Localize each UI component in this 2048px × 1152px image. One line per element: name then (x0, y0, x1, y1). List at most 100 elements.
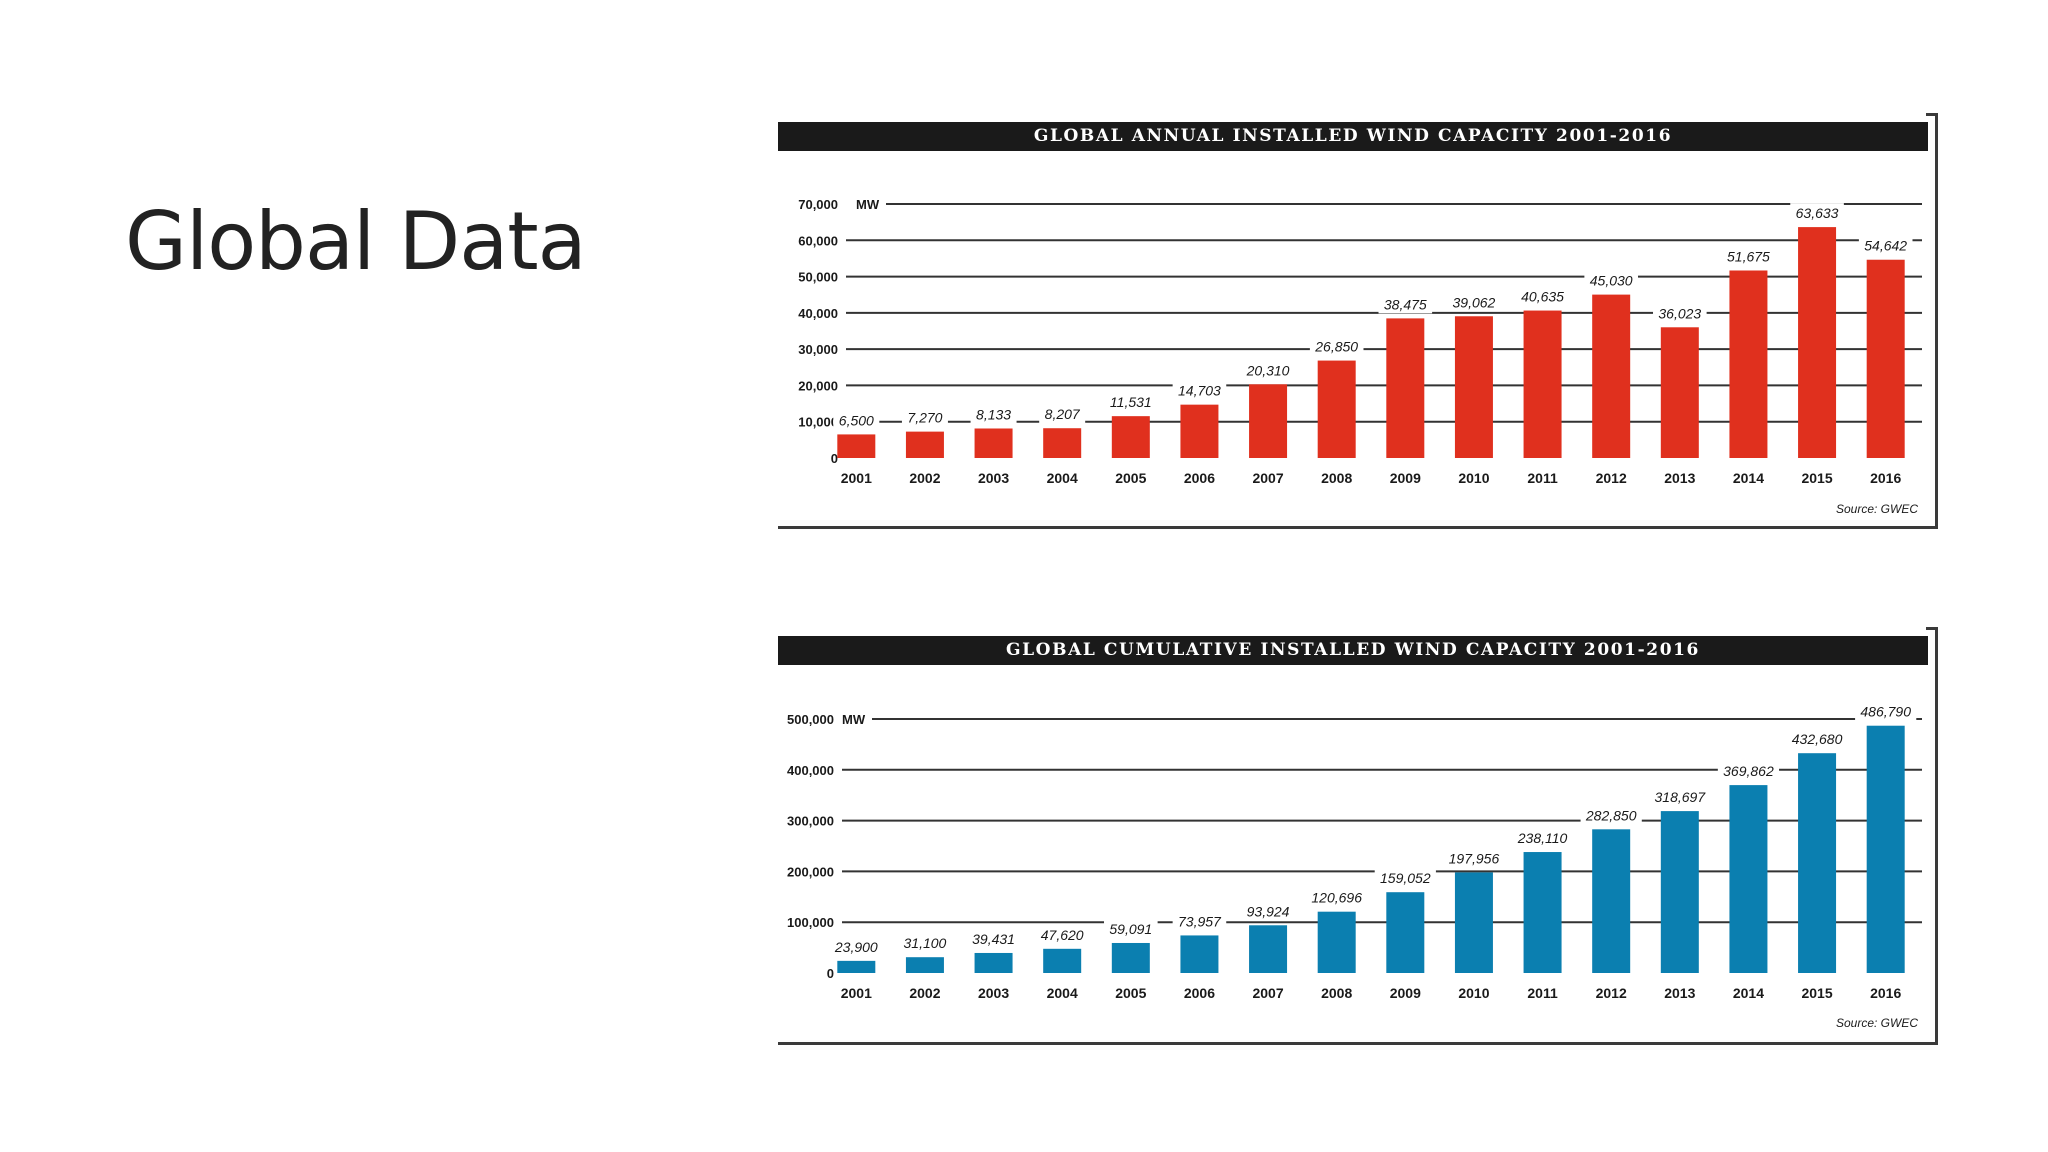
category-label: 2003 (978, 470, 1009, 486)
value-label-backdrop (1104, 392, 1158, 412)
value-label: 38,475 (1384, 296, 1427, 312)
value-label: 369,862 (1723, 763, 1774, 779)
bar (1798, 753, 1837, 973)
value-label-backdrop (1653, 303, 1707, 323)
bar (905, 431, 944, 458)
value-label-backdrop (1306, 887, 1368, 907)
cumulative-capacity-chart: GLOBAL CUMULATIVE INSTALLED WIND CAPACIT… (778, 627, 1938, 1045)
value-label-backdrop (1858, 235, 1913, 255)
value-label-backdrop (1172, 380, 1227, 400)
bar (1111, 942, 1150, 973)
value-label-backdrop (966, 928, 1021, 948)
category-label: 2006 (1184, 985, 1215, 1001)
value-label-backdrop (1786, 729, 1848, 749)
category-label: 2012 (1596, 470, 1627, 486)
bar (1523, 852, 1562, 973)
category-label: 2005 (1115, 470, 1146, 486)
value-label-backdrop (1035, 924, 1089, 944)
bar (1317, 360, 1356, 458)
category-label: 2007 (1252, 470, 1283, 486)
value-label: 26,850 (1314, 339, 1358, 355)
value-label: 159,052 (1380, 870, 1431, 886)
y-tick-label: 400,000 (787, 763, 834, 778)
bar (1180, 404, 1219, 458)
value-label-backdrop (1172, 911, 1227, 931)
category-label: 2008 (1321, 985, 1352, 1001)
value-label-backdrop (1241, 901, 1295, 921)
category-label: 2010 (1458, 985, 1489, 1001)
bar (1660, 811, 1699, 973)
frame-border (1935, 627, 1938, 1045)
value-label-backdrop (898, 933, 952, 953)
chart-title: GLOBAL ANNUAL INSTALLED WIND CAPACITY 20… (778, 122, 1928, 151)
category-label: 2002 (909, 470, 940, 486)
category-label: 2013 (1664, 470, 1695, 486)
value-label-backdrop (1790, 203, 1844, 223)
category-label: 2012 (1596, 985, 1627, 1001)
y-tick-label: 20,000 (798, 378, 838, 393)
bar (1386, 892, 1425, 973)
category-label: 2004 (1047, 985, 1078, 1001)
category-label: 2011 (1527, 470, 1558, 486)
annual-capacity-plot: 0 10,000 20,000 30,000 40,000 50,000 60,000 70,… (798, 197, 1922, 516)
value-label: 8,207 (1045, 406, 1081, 422)
value-label-backdrop (1309, 336, 1364, 356)
bar (1729, 785, 1768, 973)
value-label-backdrop (1039, 404, 1086, 424)
category-label: 2007 (1252, 985, 1283, 1001)
bar (1866, 259, 1905, 458)
value-label-backdrop (829, 936, 884, 956)
category-label: 2006 (1184, 470, 1215, 486)
value-label: 47,620 (1041, 927, 1084, 943)
y-tick-label: 300,000 (787, 814, 834, 829)
frame-border (778, 1042, 1938, 1045)
y-tick-label: 10,000 (798, 415, 838, 430)
category-label: 2015 (1801, 985, 1832, 1001)
bar (1798, 227, 1837, 458)
value-label: 197,956 (1449, 850, 1500, 866)
value-label: 39,062 (1453, 294, 1496, 310)
bar (1043, 948, 1082, 973)
value-label: 31,100 (904, 935, 947, 951)
value-label-backdrop (1717, 761, 1780, 781)
value-label-backdrop (1241, 360, 1295, 380)
category-label: 2016 (1870, 470, 1901, 486)
chart-title: GLOBAL CUMULATIVE INSTALLED WIND CAPACIT… (778, 636, 1928, 665)
frame-border (1926, 627, 1938, 630)
value-label-backdrop (1649, 787, 1711, 807)
y-tick-label: 200,000 (787, 864, 834, 879)
y-tick-label: 70,000 (798, 197, 838, 212)
frame-border (778, 526, 1938, 529)
value-label: 39,431 (972, 931, 1015, 947)
value-label-backdrop (1104, 918, 1158, 938)
value-label: 23,900 (834, 939, 878, 955)
value-label-backdrop (1515, 286, 1570, 306)
value-label-backdrop (1374, 868, 1436, 888)
value-label: 40,635 (1521, 289, 1564, 305)
frame-border (1935, 113, 1938, 529)
value-label-backdrop (833, 410, 880, 430)
category-label: 2001 (841, 470, 872, 486)
value-label-backdrop (901, 407, 948, 427)
value-label-backdrop (1855, 701, 1917, 721)
y-tick-label: 30,000 (798, 342, 838, 357)
y-tick-label: 0 (831, 451, 838, 466)
value-label-backdrop (1580, 805, 1642, 825)
bar (1523, 310, 1562, 458)
bar (1729, 270, 1768, 458)
y-tick-label: 100,000 (787, 915, 834, 930)
category-label: 2011 (1527, 985, 1558, 1001)
category-label: 2004 (1047, 470, 1078, 486)
category-label: 2008 (1321, 470, 1352, 486)
bar (1249, 925, 1288, 973)
value-label-backdrop (970, 404, 1017, 424)
bar (1660, 327, 1699, 458)
bar (1317, 911, 1356, 973)
bar (974, 952, 1013, 973)
cumulative-capacity-plot: 0 100,000 200,000 300,000 400,000 500,000 MW 23… (787, 701, 1922, 1030)
bar (1592, 829, 1631, 973)
bar (974, 428, 1013, 458)
bar (905, 957, 944, 973)
value-label: 11,531 (1110, 394, 1152, 410)
unit-label: MW (856, 197, 880, 212)
